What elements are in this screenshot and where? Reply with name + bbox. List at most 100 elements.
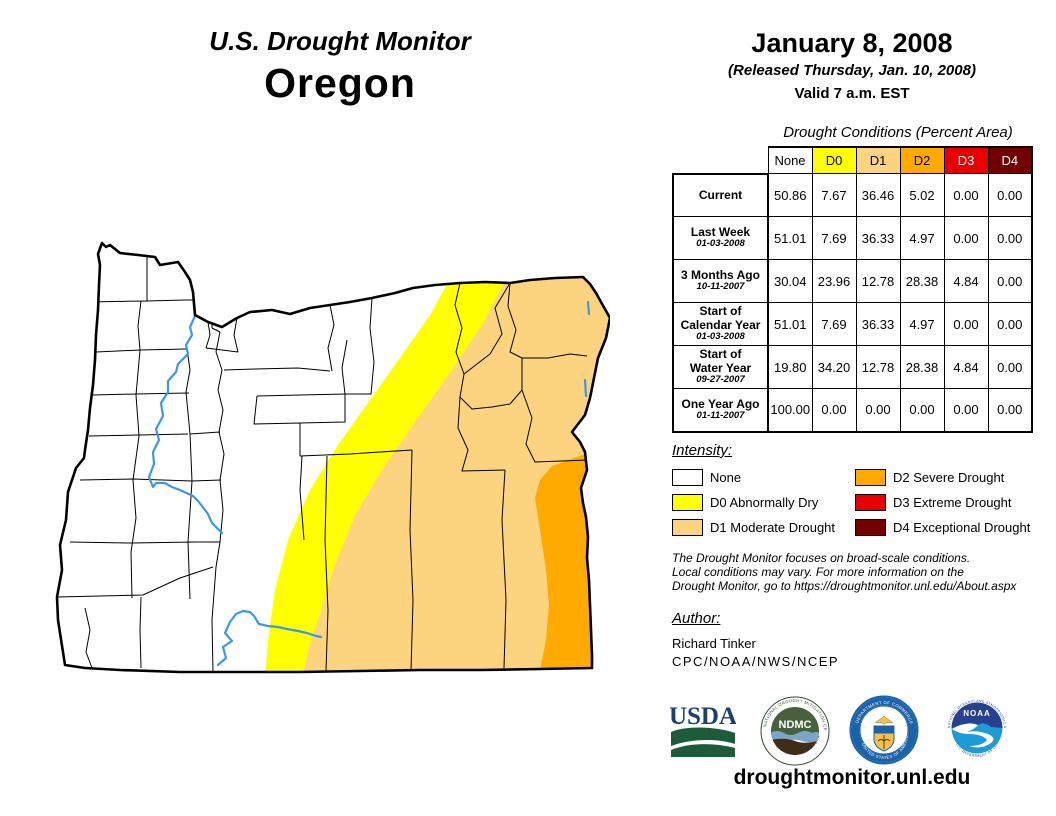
cell-value: 0.00 [987, 259, 1033, 303]
cell-value: 4.84 [943, 259, 989, 303]
row-label: One Year Ago 01-11-2007 [672, 388, 769, 433]
row-label: Current [672, 172, 769, 217]
author-organization: CPC/NOAA/NWS/NCEP [672, 654, 840, 669]
legend-swatch-d3 [855, 494, 886, 511]
col-header-none: None [767, 146, 813, 174]
cell-value: 50.86 [767, 173, 813, 217]
southern-river [216, 609, 323, 667]
noaa-sky [951, 702, 1003, 728]
willamette-river [147, 314, 224, 535]
usda-logo-text: USDA [670, 703, 736, 730]
usda-logo: USDA [670, 703, 736, 757]
page-title: U.S. Drought Monitor [209, 26, 471, 56]
author-name: Richard Tinker [672, 636, 756, 651]
state-outline [55, 241, 610, 674]
row-label: Start of Calendar Year 01-03-2008 [672, 302, 769, 346]
table-row: 3 Months Ago 10-11-2007 30.04 23.96 12.78… [672, 259, 1033, 303]
noaa-logo-text: NOAA [963, 709, 991, 718]
table-row: Start of Water Year 09-27-2007 19.80 34.2… [672, 345, 1033, 389]
cell-value: 4.84 [943, 345, 989, 389]
noaa-logo: NATIONAL OCEANIC AND ATMOSPHERIC ADMINIS… [945, 696, 1008, 759]
table-row: Current 50.86 7.67 36.46 5.02 0.00 0.00 [672, 172, 1033, 217]
cell-value: 0.00 [855, 388, 901, 433]
cell-value: 0.00 [987, 345, 1033, 389]
legend-label: D3 Extreme Drought [893, 495, 1012, 510]
cell-value: 51.01 [767, 216, 813, 260]
cell-value: 5.02 [899, 173, 945, 217]
col-header-d1: D1 [855, 146, 901, 174]
county-boundaries [57, 256, 589, 672]
legend-swatch-d1 [672, 519, 703, 536]
snake-river-segment [586, 300, 591, 316]
cell-value: 7.69 [811, 302, 857, 346]
commerce-seal: DEPARTMENT OF COMMERCE UNITED STATES OF … [849, 695, 919, 765]
legend-swatch-d2 [855, 469, 886, 486]
col-header-d3: D3 [943, 146, 989, 174]
cell-value: 0.00 [943, 302, 989, 346]
cell-value: 0.00 [811, 388, 857, 433]
map-region-d2 [535, 454, 610, 672]
legend-label: D0 Abnormally Dry [710, 495, 819, 510]
released-date: (Released Thursday, Jan. 10, 2008) [728, 62, 976, 79]
legend-label: D2 Severe Drought [893, 470, 1005, 485]
ndmc-logo-text: NDMC [779, 719, 812, 731]
commerce-eagle [874, 715, 894, 725]
cell-value: 0.00 [899, 388, 945, 433]
row-label: 3 Months Ago 10-11-2007 [672, 259, 769, 303]
table-row: Start of Calendar Year 01-03-2008 51.01 7… [672, 302, 1033, 346]
col-header-d2: D2 [899, 146, 945, 174]
row-label: Start of Water Year 09-27-2007 [672, 345, 769, 389]
site-url: droughtmonitor.unl.edu [733, 766, 971, 789]
drought-conditions-table: None D0 D1 D2 D3 D4 Current 50.86 7.67 3… [672, 146, 1033, 433]
valid-time: Valid 7 a.m. EST [794, 85, 910, 102]
cell-value: 7.67 [811, 173, 857, 217]
usda-field-shape [671, 744, 735, 757]
cell-value: 0.00 [987, 388, 1033, 433]
cell-value: 100.00 [767, 388, 813, 433]
map-region-d1 [302, 270, 610, 672]
disclaimer-text: The Drought Monitor focuses on broad-sca… [672, 551, 1052, 593]
cell-value: 0.00 [943, 388, 989, 433]
cell-value: 12.78 [855, 345, 901, 389]
cell-value: 4.97 [899, 216, 945, 260]
cell-value: 30.04 [767, 259, 813, 303]
legend-heading: Intensity: [672, 442, 733, 459]
disclaimer-line: The Drought Monitor focuses on broad-sca… [672, 551, 971, 565]
cell-value: 28.38 [899, 345, 945, 389]
col-header-d0: D0 [811, 146, 857, 174]
cell-value: 12.78 [855, 259, 901, 303]
table-corner-cell [673, 147, 768, 174]
cell-value: 28.38 [899, 259, 945, 303]
cell-value: 51.01 [767, 302, 813, 346]
commerce-shield-chief [874, 726, 894, 734]
cell-value: 0.00 [987, 216, 1033, 260]
snake-river-segment [583, 378, 588, 398]
row-label-text: Current [698, 187, 743, 202]
cell-value: 36.33 [855, 216, 901, 260]
noaa-gull [952, 723, 994, 748]
legend-swatch-none [672, 469, 703, 486]
cell-value: 23.96 [811, 259, 857, 303]
table-title: Drought Conditions (Percent Area) [783, 124, 1013, 141]
cell-value: 0.00 [943, 216, 989, 260]
col-header-d4: D4 [987, 146, 1033, 174]
legend-label: D4 Exceptional Drought [893, 520, 1031, 535]
oregon-drought-map [55, 241, 610, 674]
disclaimer-line: Local conditions may vary. For more info… [672, 565, 964, 579]
commerce-blue-band [851, 697, 917, 763]
usda-field-shape [671, 727, 735, 746]
disclaimer-line: Drought Monitor, go to https://droughtmo… [672, 579, 1017, 593]
cell-value: 19.80 [767, 345, 813, 389]
legend-label: D1 Moderate Drought [710, 520, 836, 535]
cell-value: 0.00 [987, 302, 1033, 346]
table-row: Last Week 01-03-2008 51.01 7.69 36.33 4.9… [672, 216, 1033, 260]
cell-value: 7.69 [811, 216, 857, 260]
author-heading: Author: [672, 610, 721, 627]
report-date: January 8, 2008 [751, 28, 953, 58]
legend-label: None [710, 470, 742, 485]
cell-value: 4.97 [899, 302, 945, 346]
table-row: One Year Ago 01-11-2007 100.00 0.00 0.00 … [672, 388, 1033, 433]
legend-swatch-d4 [855, 519, 886, 536]
ndmc-logo: NATIONAL DROUGHT MITIGATION CENTER UNIVE… [760, 696, 830, 766]
cell-value: 34.20 [811, 345, 857, 389]
